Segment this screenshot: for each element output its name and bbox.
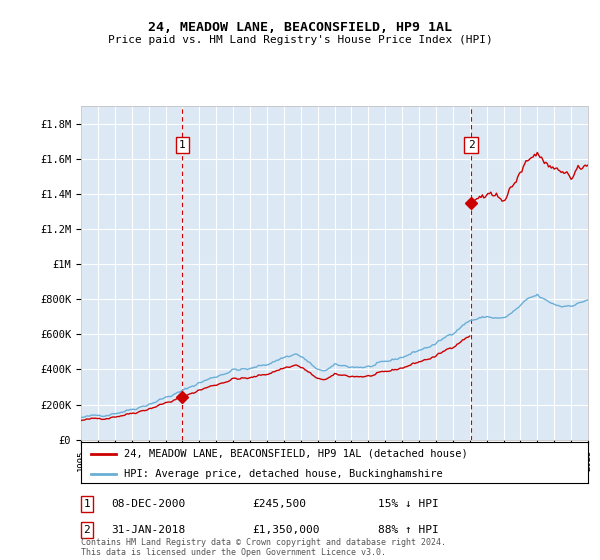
- Text: 24, MEADOW LANE, BEACONSFIELD, HP9 1AL: 24, MEADOW LANE, BEACONSFIELD, HP9 1AL: [148, 21, 452, 34]
- Text: 31-JAN-2018: 31-JAN-2018: [111, 525, 185, 535]
- Text: £1,350,000: £1,350,000: [252, 525, 320, 535]
- Text: 1: 1: [179, 140, 186, 150]
- Text: Contains HM Land Registry data © Crown copyright and database right 2024.
This d: Contains HM Land Registry data © Crown c…: [81, 538, 446, 557]
- Text: 24, MEADOW LANE, BEACONSFIELD, HP9 1AL (detached house): 24, MEADOW LANE, BEACONSFIELD, HP9 1AL (…: [124, 449, 468, 459]
- Text: £245,500: £245,500: [252, 499, 306, 509]
- Text: 1: 1: [83, 499, 91, 509]
- Text: 2: 2: [467, 140, 475, 150]
- Text: HPI: Average price, detached house, Buckinghamshire: HPI: Average price, detached house, Buck…: [124, 469, 443, 479]
- Text: 2: 2: [83, 525, 91, 535]
- Text: 08-DEC-2000: 08-DEC-2000: [111, 499, 185, 509]
- Text: 88% ↑ HPI: 88% ↑ HPI: [378, 525, 439, 535]
- Text: 15% ↓ HPI: 15% ↓ HPI: [378, 499, 439, 509]
- Text: Price paid vs. HM Land Registry's House Price Index (HPI): Price paid vs. HM Land Registry's House …: [107, 35, 493, 45]
